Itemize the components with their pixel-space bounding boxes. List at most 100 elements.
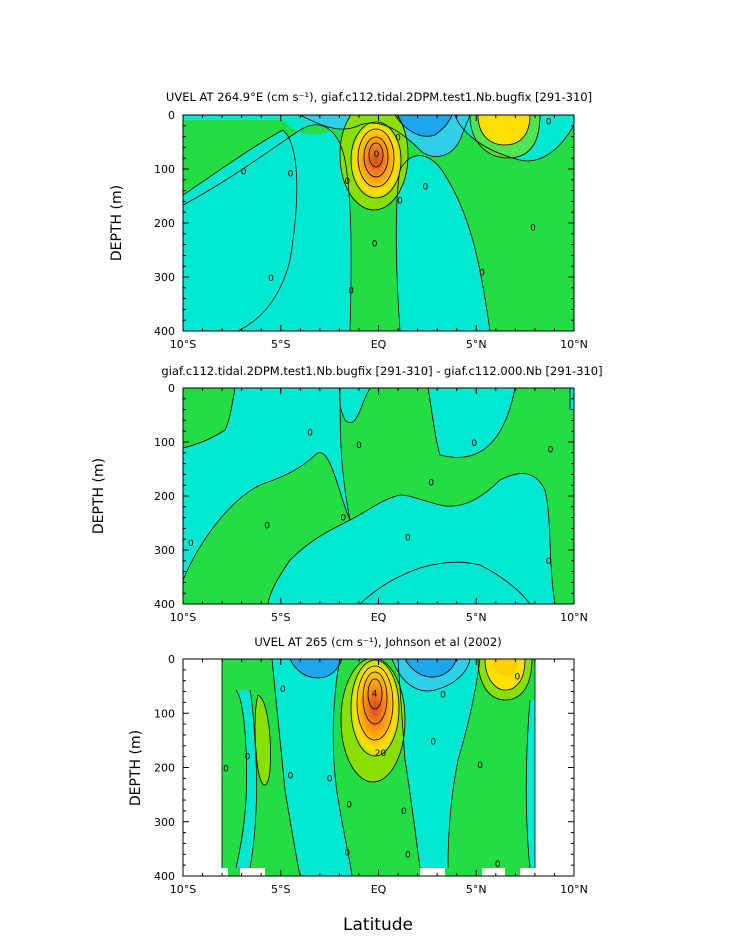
- panel-3-ytick-label: 400: [154, 870, 175, 883]
- panel-2-green-north: [183, 388, 235, 448]
- panel-3-contour-label: 0: [405, 850, 411, 860]
- panel-1-contour-label: 0: [423, 182, 429, 192]
- panel-1-ytick-label: 400: [154, 325, 175, 338]
- panel-1-xtick-label: 5°N: [466, 338, 487, 351]
- panel-1-contour-label: 0: [374, 150, 380, 160]
- panel-2-contour-label: 0: [188, 539, 194, 549]
- panel-3-contour-label: 0: [223, 765, 229, 775]
- panel-1-contour-label: 0: [395, 134, 401, 144]
- panel-3-ytick-label: 200: [154, 762, 175, 775]
- panel-2-contour-label: 0: [356, 441, 362, 451]
- panel-3-contour-label: 0: [477, 761, 483, 771]
- panel-3-contour-label: 0: [430, 737, 436, 747]
- panel-2-contour-label: 0: [546, 557, 552, 567]
- panel-3-x-axis: 10°S 5°S EQ 5°N 10°N: [170, 659, 588, 896]
- panel-2-contour-label: 0: [548, 446, 554, 456]
- panel-3-ytick-label: 100: [154, 707, 175, 720]
- panel-1-ytick-label: 0: [168, 109, 175, 122]
- figure-xlabel: Latitude: [343, 915, 413, 935]
- panel-3-contour-label: 0: [327, 774, 333, 784]
- panel-3-contour-label: 0: [346, 800, 352, 810]
- panel-2-contour-label: 0: [405, 534, 411, 544]
- panel-1-ytick-label: 200: [154, 217, 175, 230]
- panel-2: giaf.c112.tidal.2DPM.test1.Nb.bugfix [29…: [91, 364, 603, 624]
- panel-3-contour-label: 0: [245, 753, 251, 763]
- panel-2-green-bottom: [360, 562, 530, 604]
- panel-2-ytick-label: 100: [154, 436, 175, 449]
- panel-1-contour-label: 0: [288, 169, 294, 179]
- panel-3-xtick-label: 5°N: [466, 883, 487, 896]
- panel-3-ytick-label: 0: [168, 653, 175, 666]
- panel-2-contour-label: 0: [428, 479, 434, 489]
- panel-3-ylabel: DEPTH (m): [128, 730, 144, 806]
- panel-2-title: giaf.c112.tidal.2DPM.test1.Nb.bugfix [29…: [161, 364, 602, 378]
- panel-2-y-axis: DEPTH (m) 0 100 200 300 400: [91, 382, 574, 611]
- panel-3-title: UVEL AT 265 (cm s⁻¹), Johnson et al (200…: [254, 635, 501, 649]
- panel-1-x-axis: 10°S 5°S EQ 5°N 10°N: [170, 115, 588, 351]
- panel-2-yticks: 0 100 200 300 400: [154, 382, 574, 611]
- panel-3-contour-labels: 0 0 0 0 0 0 0 0 0 0 0 0 0 0 20 4: [223, 672, 520, 870]
- panel-1-xtick-label: 10°S: [170, 338, 196, 351]
- panel-2-xtick-label: EQ: [371, 611, 387, 624]
- panel-3-cyan-c: [398, 659, 480, 868]
- panel-2-cyan-strip: [339, 388, 370, 423]
- panel-3-cyan-b: [272, 659, 352, 876]
- panel-2-ytick-label: 400: [154, 598, 175, 611]
- panel-3-cyan-d: [526, 700, 535, 868]
- panel-3-contour-label: 0: [288, 772, 294, 782]
- panel-1-ytick-label: 100: [154, 163, 175, 176]
- panel-3-contour-label: 0: [280, 685, 286, 695]
- panel-3-blue-west: [290, 659, 342, 678]
- panel-1-contour-label: 0: [397, 196, 403, 206]
- panel-1-ytick-label: 300: [154, 271, 175, 284]
- panel-3-xtick-label: 10°S: [170, 883, 196, 896]
- panel-3-xtick-label: 10°N: [560, 883, 588, 896]
- panel-1-contour-label: 0: [344, 177, 350, 187]
- panel-1-y-axis: DEPTH (m) 0 100 200 300 400: [109, 109, 574, 338]
- panel-2-ylabel: DEPTH (m): [91, 458, 107, 534]
- panel-3-contour-label: 0: [344, 849, 350, 859]
- panel-2-ytick-label: 0: [168, 382, 175, 395]
- panel-2-x-axis: 10°S 5°S EQ 5°N 10°N: [170, 388, 588, 624]
- panel-1-xtick-label: EQ: [371, 338, 387, 351]
- panel-3-contour-label: 0: [495, 860, 501, 870]
- panel-1-contour-fill: [183, 115, 574, 331]
- panel-3-contour-label: 0: [401, 807, 407, 817]
- panel-1-contour-label: 0: [372, 240, 378, 250]
- panel-2-contour-label: 0: [340, 514, 346, 524]
- panel-2-ytick-label: 200: [154, 490, 175, 503]
- panel-2-contour-labels: 0 0 0 0 0 0 0 0 0 0: [188, 428, 554, 567]
- panel-3-cyan-a: [236, 690, 257, 868]
- panel-3-xtick-label: 5°S: [271, 883, 290, 896]
- panel-1-contour-label: 0: [348, 287, 354, 297]
- panel-1: UVEL AT 264.9°E (cm s⁻¹), giaf.c112.tida…: [109, 90, 592, 351]
- panel-1-contour-label: 0: [241, 168, 247, 178]
- panel-1-contour-label: 0: [268, 274, 274, 284]
- panel-2-green-south: [183, 452, 350, 604]
- panel-2-xtick-label: 5°N: [466, 611, 487, 624]
- panel-1-contour-label: 0: [479, 269, 485, 279]
- panel-3-xtick-label: EQ: [371, 883, 387, 896]
- panel-1-surface-blue-core: [395, 115, 452, 137]
- panel-2-xtick-label: 5°S: [271, 611, 290, 624]
- panel-2-xtick-label: 10°N: [560, 611, 588, 624]
- panel-1-title: UVEL AT 264.9°E (cm s⁻¹), giaf.c112.tida…: [166, 90, 592, 104]
- panel-3-lime-west: [255, 695, 271, 785]
- panel-2-contour-label: 0: [471, 439, 477, 449]
- panel-1-contour-label: 0: [530, 223, 536, 233]
- panel-1-ylabel: DEPTH (m): [109, 185, 125, 261]
- panel-3-jet-core: [351, 660, 399, 756]
- panel-1-contour-labels: 0 0 0 0 0 0 0 0 0 0 0 0 0: [241, 117, 552, 296]
- panel-3: UVEL AT 265 (cm s⁻¹), Johnson et al (200…: [128, 635, 588, 896]
- panel-2-contour-fill: [183, 388, 574, 604]
- panel-2-contour-label: 0: [307, 428, 313, 438]
- panel-3-contour-label: 20: [375, 749, 387, 759]
- panel-2-xtick-label: 10°S: [170, 611, 196, 624]
- panel-1-xtick-label: 10°N: [560, 338, 588, 351]
- panel-3-contour-fill: [183, 659, 574, 876]
- panel-1-green-region: [183, 115, 574, 331]
- panel-3-contour-label: 0: [440, 690, 446, 700]
- panel-1-contour-label: 0: [546, 117, 552, 127]
